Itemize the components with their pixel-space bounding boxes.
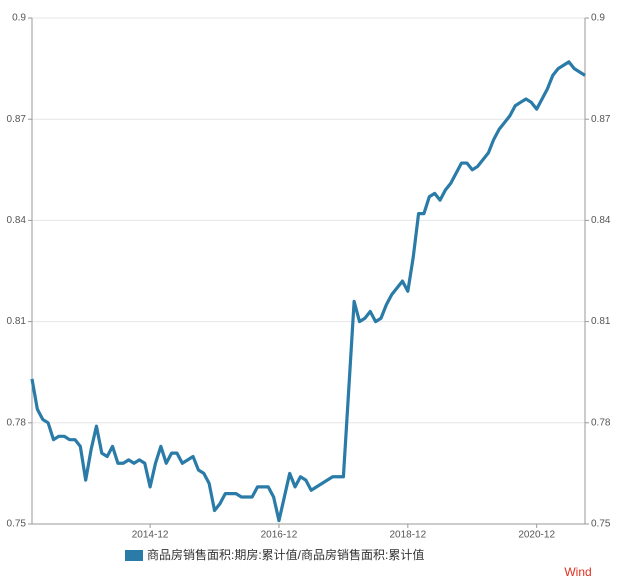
series-line: [30, 60, 586, 523]
y2-tick-label: 0.75: [591, 519, 611, 530]
x-tick-label: 2020-12: [518, 530, 555, 541]
y-tick-label: 0.75: [7, 519, 27, 530]
x-tick-label: 2016-12: [261, 530, 298, 541]
y-tick-label: 0.84: [7, 215, 27, 226]
legend-swatch: [125, 550, 143, 561]
y-tick-label: 0.9: [12, 13, 26, 24]
y-tick-label: 0.81: [7, 316, 27, 327]
x-tick-label: 2018-12: [389, 530, 426, 541]
y-tick-label: 0.87: [7, 114, 27, 125]
y2-tick-label: 0.87: [591, 114, 611, 125]
y2-tick-label: 0.9: [591, 13, 605, 24]
y2-tick-label: 0.78: [591, 417, 611, 428]
legend-label: 商品房销售面积:期房:累计值/商品房销售面积:累计值: [147, 547, 424, 562]
y-tick-label: 0.78: [7, 417, 27, 428]
y2-tick-label: 0.81: [591, 316, 611, 327]
y2-tick-label: 0.84: [591, 215, 611, 226]
x-tick-label: 2014-12: [132, 530, 169, 541]
source-label: Wind: [564, 565, 591, 579]
